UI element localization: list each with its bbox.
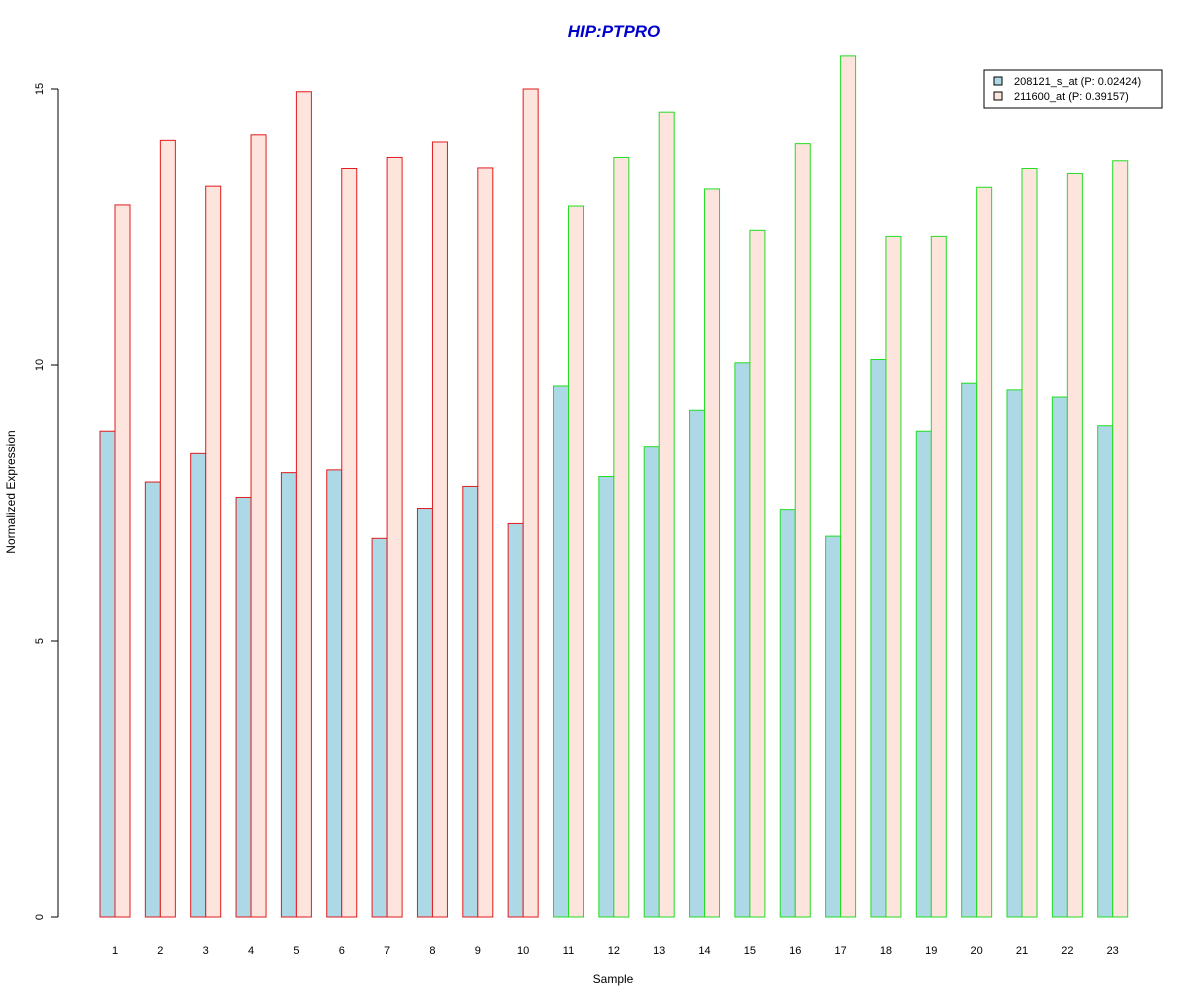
bar-sample-1-series-1	[99, 430, 116, 918]
x-tick-label: 13	[653, 945, 665, 957]
bar-sample-19-series-2	[930, 235, 947, 918]
bar-sample-4-series-1	[235, 496, 252, 918]
bar-sample-18-series-1	[870, 358, 887, 918]
bar-sample-16-series-1	[779, 509, 796, 918]
bar-sample-6-series-1	[326, 469, 343, 918]
legend-label: 211600_at (P: 0.39157)	[1014, 91, 1129, 103]
bar-sample-17-series-1	[825, 535, 842, 918]
bar-sample-10-series-1	[507, 522, 524, 918]
bar-sample-7-series-1	[371, 537, 388, 918]
x-tick-label: 16	[789, 945, 801, 957]
bar-sample-12-series-2	[613, 156, 630, 918]
bar-sample-11-series-2	[568, 205, 584, 918]
x-tick-label: 4	[248, 945, 254, 957]
legend-swatch	[993, 76, 1003, 86]
bar-sample-15-series-1	[734, 362, 751, 918]
x-tick-label: 18	[880, 945, 892, 957]
bar-sample-20-series-1	[961, 382, 978, 918]
x-tick-label: 11	[563, 945, 574, 957]
bar-sample-21-series-2	[1021, 167, 1038, 918]
x-tick-label: 3	[203, 945, 209, 957]
bar-sample-9-series-2	[477, 167, 494, 918]
y-tick-label: 5	[34, 638, 46, 644]
x-tick-label: 6	[339, 945, 345, 957]
y-tick-label: 15	[34, 83, 46, 95]
x-tick-label: 7	[384, 945, 390, 957]
bar-sample-3-series-1	[190, 452, 207, 918]
x-tick-label: 20	[971, 945, 983, 957]
bar-sample-8-series-1	[416, 508, 433, 918]
x-tick-label: 15	[744, 945, 756, 957]
bar-sample-14-series-1	[689, 409, 706, 918]
legend-swatch	[993, 91, 1003, 101]
x-tick-label: 23	[1107, 945, 1119, 957]
bar-sample-23-series-2	[1112, 160, 1129, 918]
chart-title: HIP:PTPRO	[568, 22, 661, 41]
bar-sample-21-series-1	[1006, 389, 1023, 918]
bar-sample-22-series-1	[1051, 396, 1068, 918]
bar-sample-7-series-2	[386, 156, 403, 918]
bar-sample-10-series-2	[522, 88, 539, 918]
legend-label: 208121_s_at (P: 0.02424)	[1014, 76, 1141, 88]
y-tick-label: 0	[34, 914, 46, 920]
bar-sample-4-series-2	[250, 134, 267, 918]
bar-sample-1-series-2	[114, 204, 131, 918]
bar-sample-2-series-1	[144, 481, 161, 918]
bar-sample-6-series-2	[341, 167, 358, 918]
y-axis-label: Normalized Expression	[4, 430, 18, 553]
bars-group	[99, 55, 1129, 918]
bar-sample-8-series-2	[431, 141, 448, 918]
bar-sample-15-series-2	[749, 229, 766, 918]
x-tick-label: 21	[1016, 945, 1028, 957]
x-tick-label: 1	[112, 945, 118, 957]
bar-sample-11-series-1	[553, 385, 569, 918]
bar-sample-16-series-2	[794, 143, 811, 918]
x-tick-label: 9	[475, 945, 481, 957]
x-tick-label: 10	[517, 945, 529, 957]
x-tick-label: 12	[608, 945, 620, 957]
bar-sample-5-series-1	[280, 472, 297, 918]
x-tick-label: 5	[293, 945, 299, 957]
bar-sample-2-series-2	[159, 139, 176, 918]
legend: 208121_s_at (P: 0.02424) 211600_at (P: 0.…	[983, 69, 1163, 109]
bar-sample-18-series-2	[885, 235, 902, 918]
x-tick-label: 2	[157, 945, 163, 957]
x-tick-label: 19	[925, 945, 937, 957]
bar-sample-23-series-1	[1097, 425, 1114, 918]
x-tick-label: 17	[834, 945, 846, 957]
x-tick-label: 8	[429, 945, 435, 957]
bar-sample-13-series-1	[643, 446, 660, 918]
y-axis: 0 5 10 15	[34, 83, 59, 920]
x-tick-label: 14	[698, 945, 710, 957]
bar-sample-14-series-2	[704, 188, 721, 918]
y-tick-label: 10	[34, 359, 46, 371]
bar-sample-17-series-2	[840, 55, 857, 918]
x-axis-label: Sample	[593, 972, 634, 986]
bar-sample-22-series-2	[1066, 172, 1083, 918]
x-tick-labels: 1 2 3 4 5 6 7 8 9 10 11 12 13 14 15 16 17 18 19 20 21 22 23	[112, 945, 1119, 957]
bar-sample-5-series-2	[295, 91, 312, 918]
bar-sample-19-series-1	[915, 430, 932, 918]
bar-sample-13-series-2	[658, 111, 675, 918]
bar-sample-9-series-1	[462, 485, 479, 918]
bar-sample-12-series-1	[598, 476, 615, 918]
bar-sample-20-series-2	[976, 186, 993, 918]
bar-sample-3-series-2	[205, 185, 222, 918]
x-tick-label: 22	[1061, 945, 1073, 957]
legend-box	[983, 69, 1163, 109]
